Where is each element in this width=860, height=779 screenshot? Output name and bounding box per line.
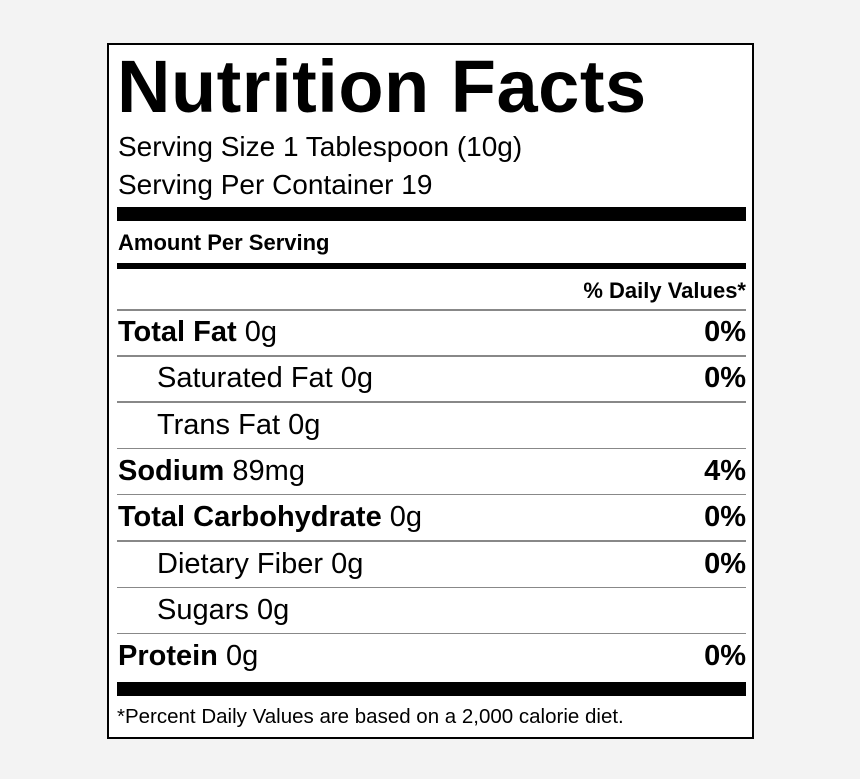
title: Nutrition Facts bbox=[117, 45, 647, 128]
amount-per-serving: Amount Per Serving bbox=[118, 230, 330, 255]
nutrient-name: Total Fat bbox=[118, 316, 237, 348]
thick-rule bbox=[117, 207, 746, 221]
rule bbox=[117, 493, 746, 496]
footnote: *Percent Daily Values are based on a 2,0… bbox=[117, 705, 624, 728]
nutrient-amount: 0g bbox=[340, 362, 374, 395]
daily-values-header: % Daily Values* bbox=[583, 278, 746, 303]
rule bbox=[117, 586, 746, 588]
rule bbox=[117, 401, 746, 403]
medium-rule bbox=[117, 263, 746, 269]
nutrient-amount: 0g bbox=[331, 547, 364, 580]
nutrient-row: Protein 0g bbox=[118, 639, 258, 673]
rule bbox=[117, 447, 746, 450]
nutrient-row: Dietary Fiber 0g bbox=[157, 547, 363, 581]
daily-value: 4% bbox=[704, 454, 746, 487]
nutrient-name: Total Carbohydrate bbox=[118, 501, 382, 534]
nutrient-row: Sodium 89mg bbox=[118, 454, 305, 488]
rule bbox=[117, 540, 746, 542]
nutrient-row: Trans Fat 0g bbox=[157, 408, 320, 442]
nutrient-name: Sugars bbox=[157, 593, 249, 626]
nutrient-row: Sugars 0g bbox=[157, 593, 289, 627]
nutrient-amount: 0g bbox=[225, 640, 259, 673]
thick-rule bbox=[117, 682, 746, 696]
nutrient-name: Sodium bbox=[118, 454, 225, 487]
servings-per-container: Serving Per Container 19 bbox=[118, 169, 433, 200]
serving-size: Serving Size 1 Tablespoon (10g) bbox=[118, 131, 523, 162]
rule bbox=[117, 309, 746, 311]
nutrient-amount: 0g bbox=[256, 593, 290, 626]
nutrient-amount: 0g bbox=[389, 501, 423, 534]
daily-value: 0% bbox=[704, 501, 746, 534]
rule bbox=[117, 355, 746, 357]
nutrient-row: Total Carbohydrate 0g bbox=[118, 500, 422, 534]
nutrient-row: Saturated Fat 0g bbox=[157, 361, 373, 395]
nutrition-label: Nutrition Facts Serving Size 1 Tablespoo… bbox=[107, 43, 754, 739]
nutrient-name: Trans Fat bbox=[157, 408, 281, 441]
daily-value: 0% bbox=[704, 640, 746, 673]
daily-value: 0% bbox=[704, 316, 746, 348]
nutrient-row: Total Fat 0g bbox=[118, 315, 277, 349]
nutrient-name: Saturated Fat bbox=[157, 362, 333, 395]
nutrient-amount: 0g bbox=[244, 316, 278, 348]
nutrient-amount: 0g bbox=[288, 408, 321, 441]
rule bbox=[117, 632, 746, 635]
daily-value: 0% bbox=[704, 547, 746, 580]
daily-value: 0% bbox=[704, 362, 746, 395]
nutrient-amount: 89mg bbox=[232, 454, 305, 487]
nutrient-name: Protein bbox=[118, 640, 218, 673]
nutrient-name: Dietary Fiber bbox=[157, 547, 323, 580]
